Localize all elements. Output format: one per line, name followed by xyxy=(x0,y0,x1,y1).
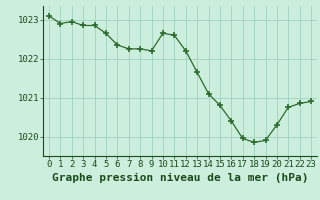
X-axis label: Graphe pression niveau de la mer (hPa): Graphe pression niveau de la mer (hPa) xyxy=(52,173,308,183)
